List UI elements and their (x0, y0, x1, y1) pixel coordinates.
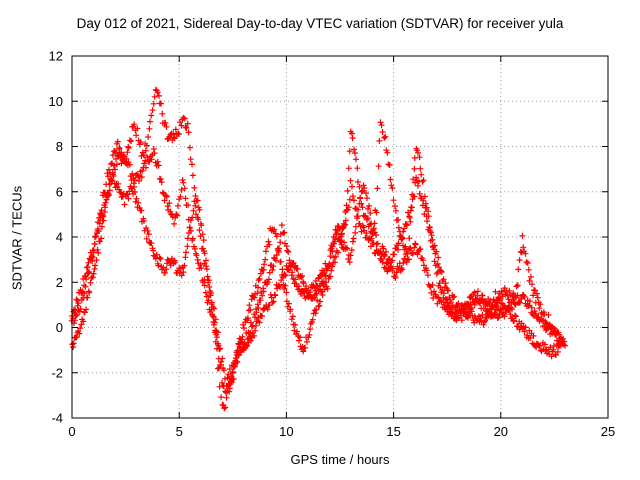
x-tick-label: 5 (176, 424, 183, 439)
y-tick-label: -4 (51, 411, 63, 426)
x-tick-label: 20 (494, 424, 508, 439)
y-tick-label: -2 (51, 365, 63, 380)
chart-title: Day 012 of 2021, Sidereal Day-to-day VTE… (76, 16, 564, 31)
x-axis-label: GPS time / hours (290, 452, 390, 467)
y-tick-label: 2 (56, 275, 63, 290)
x-tick-label: 0 (68, 424, 75, 439)
y-tick-label: 8 (56, 139, 63, 154)
x-tick-label: 15 (386, 424, 400, 439)
y-tick-label: 6 (56, 184, 63, 199)
y-tick-label: 12 (49, 49, 63, 64)
y-tick-label: 10 (49, 94, 63, 109)
data-series-trace-2 (69, 119, 566, 396)
x-tick-label: 10 (279, 424, 293, 439)
y-tick-label: 0 (56, 320, 63, 335)
y-axis-label: SDTVAR / TECUs (9, 185, 25, 291)
x-tick-label: 25 (601, 424, 615, 439)
y-tick-label: 4 (56, 230, 63, 245)
data-series-trace-1 (69, 86, 569, 412)
